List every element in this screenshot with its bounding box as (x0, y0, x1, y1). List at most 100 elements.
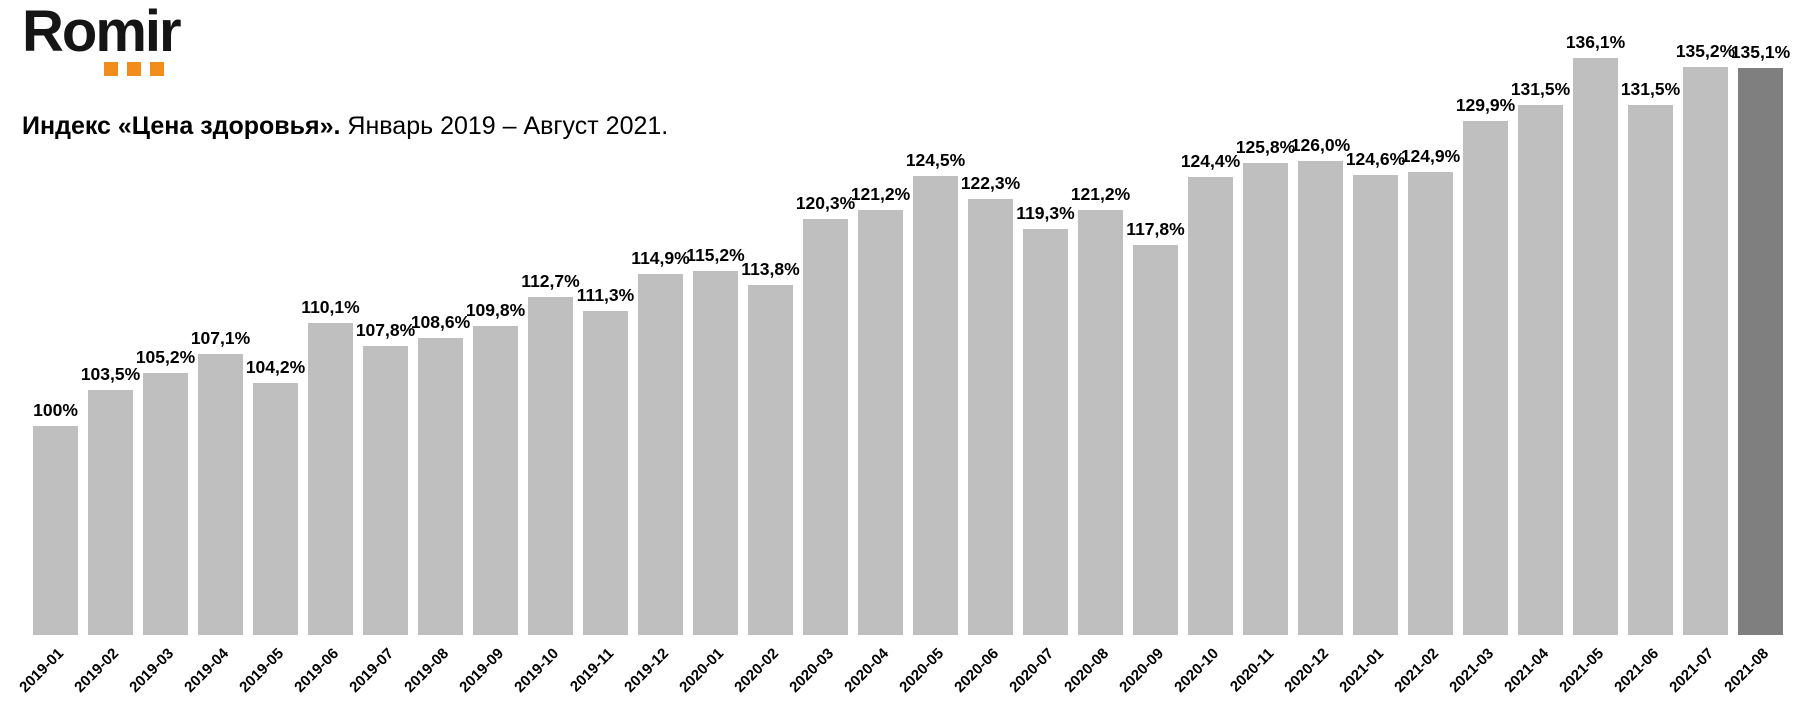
x-axis-label: 2021-01 (1336, 645, 1388, 696)
bar-2021-02 (1408, 172, 1453, 635)
bar-slot-2020-01: 115,2% 2020-01 (677, 28, 745, 696)
x-axis-label: 2020-04 (841, 645, 893, 696)
bar-2019-04 (198, 354, 243, 635)
bar-slot-2019-09: 109,8% 2019-09 (457, 28, 526, 696)
romir-logo: Romir (22, 0, 222, 84)
x-axis-label: 2021-07 (1666, 645, 1718, 696)
x-axis-label: 2020-06 (951, 645, 1003, 696)
bar-slot-2021-04: 131,5% 2021-04 (1502, 28, 1571, 696)
bar-slot-2019-03: 105,2% 2019-03 (127, 28, 196, 696)
bar-value-label: 124,6% (1345, 149, 1406, 169)
bar-slot-2020-11: 125,8% 2020-11 (1227, 28, 1296, 695)
bar-value-label: 113,8% (741, 259, 800, 279)
bar-2019-01 (33, 426, 78, 635)
bar-slot-2020-12: 126,0% 2020-12 (1282, 28, 1351, 696)
x-axis-label: 2019-07 (346, 645, 398, 696)
bar-slot-2019-07: 107,8% 2019-07 (347, 28, 416, 696)
bar-2020-06 (968, 199, 1013, 635)
bar-2020-04 (858, 210, 903, 635)
bar-slot-2019-02: 103,5% 2019-02 (72, 28, 141, 696)
bar-value-label: 107,1% (190, 328, 251, 348)
x-axis-label: 2020-03 (786, 645, 838, 696)
bar-slot-2020-02: 113,8% 2020-02 (732, 28, 800, 696)
x-axis-label: 2020-12 (1281, 645, 1333, 696)
bar-value-label: 108,6% (410, 312, 471, 332)
x-axis-label: 2020-05 (896, 645, 948, 696)
bar-2021-06 (1628, 105, 1673, 635)
bar-slot-2019-05: 104,2% 2019-05 (237, 28, 306, 696)
bar-2020-03 (803, 219, 848, 635)
bar-slot-2021-02: 124,9% 2021-02 (1392, 28, 1461, 696)
bar-value-label: 121,2% (1070, 184, 1131, 204)
bar-slot-2019-11: 111,3% 2019-11 (567, 28, 635, 695)
x-axis-label: 2021-03 (1446, 645, 1498, 696)
bar-2020-12 (1298, 161, 1343, 635)
bar-2020-05 (913, 176, 958, 635)
bar-value-label: 111,3% (576, 285, 635, 305)
x-axis-label: 2019-11 (567, 645, 618, 696)
bar-slot-2020-10: 124,4% 2020-10 (1172, 28, 1241, 696)
bar-slot-2019-01: 100% 2019-01 (17, 28, 83, 696)
bar-2021-03 (1463, 121, 1508, 635)
bar-value-label: 122,3% (960, 173, 1021, 193)
bar-slot-2020-07: 119,3% 2020-07 (1007, 28, 1075, 696)
logo-orange-square (127, 62, 141, 76)
bar-2021-04 (1518, 105, 1563, 635)
bar-value-label: 103,5% (80, 364, 141, 384)
bar-2020-01 (693, 271, 738, 635)
bar-slot-2021-03: 129,9% 2021-03 (1447, 28, 1516, 696)
bar-slot-2021-05: 136,1% 2021-05 (1557, 28, 1626, 696)
x-axis-label: 2019-03 (126, 645, 178, 696)
bar-slot-2019-12: 114,9% 2019-12 (622, 28, 690, 696)
bar-slot-2021-08: 135,1% 2021-08 (1722, 28, 1791, 696)
bar-value-label: 124,4% (1180, 151, 1241, 171)
bar-2021-07 (1683, 67, 1728, 635)
x-axis-label: 2020-10 (1171, 645, 1223, 696)
x-axis-label: 2020-07 (1006, 645, 1058, 696)
x-axis-label: 2019-01 (16, 645, 68, 696)
x-axis-label: 2019-12 (621, 645, 673, 696)
health-price-index-bar-chart: 100% 2019-01 103,5% 2019-02 105,2% 2019-03 107… (17, 28, 1791, 696)
bar-value-label: 135,2% (1675, 41, 1736, 61)
bar-2020-10 (1188, 177, 1233, 635)
bar-2019-02 (88, 390, 133, 635)
bar-value-label: 109,8% (465, 300, 526, 320)
bar-value-label: 126,0% (1290, 135, 1351, 155)
bar-value-label: 131,5% (1510, 79, 1571, 99)
romir-logo-text: Romir (22, 0, 182, 64)
bar-slot-2020-03: 120,3% 2020-03 (787, 28, 856, 696)
bar-slot-2019-04: 107,1% 2019-04 (182, 28, 251, 696)
bar-slot-2020-04: 121,2% 2020-04 (842, 28, 911, 696)
bar-2020-08 (1078, 210, 1123, 635)
x-axis-label: 2020-01 (676, 645, 728, 696)
bar-slot-2020-05: 124,5% 2020-05 (897, 28, 966, 696)
chart-title-period: Январь 2019 – Август 2021. (340, 112, 669, 140)
bar-value-label: 110,1% (301, 297, 360, 317)
bar-2019-05 (253, 383, 298, 635)
bar-slot-2021-01: 124,6% 2021-01 (1337, 28, 1406, 696)
bar-2020-07 (1023, 229, 1068, 635)
x-axis-label: 2020-08 (1061, 645, 1113, 696)
bar-2019-03 (143, 373, 188, 635)
bar-2019-07 (363, 346, 408, 635)
bar-slot-2019-10: 112,7% 2019-10 (512, 28, 580, 696)
bar-value-label: 136,1% (1565, 32, 1626, 52)
x-axis-label: 2019-08 (401, 645, 453, 696)
bar-2019-11 (583, 311, 628, 635)
x-axis-label: 2021-04 (1501, 645, 1553, 696)
bar-2019-08 (418, 338, 463, 635)
bar-value-label: 125,8% (1235, 137, 1296, 157)
x-axis-label: 2021-02 (1391, 645, 1443, 696)
bar-value-label: 120,3% (795, 193, 856, 213)
bar-value-label: 124,9% (1400, 146, 1461, 166)
x-axis-label: 2020-11 (1227, 645, 1278, 696)
x-axis-label: 2020-09 (1116, 645, 1168, 696)
bars-row: 100% 2019-01 103,5% 2019-02 105,2% 2019-03 107… (17, 28, 1791, 696)
bar-slot-2019-08: 108,6% 2019-08 (402, 28, 471, 696)
bar-2019-06 (308, 323, 353, 635)
bar-value-label: 129,9% (1455, 95, 1516, 115)
bar-2020-11 (1243, 163, 1288, 635)
x-axis-label: 2019-09 (456, 645, 508, 696)
bar-slot-2019-06: 110,1% 2019-06 (292, 28, 360, 696)
x-axis-label: 2019-06 (291, 645, 343, 696)
